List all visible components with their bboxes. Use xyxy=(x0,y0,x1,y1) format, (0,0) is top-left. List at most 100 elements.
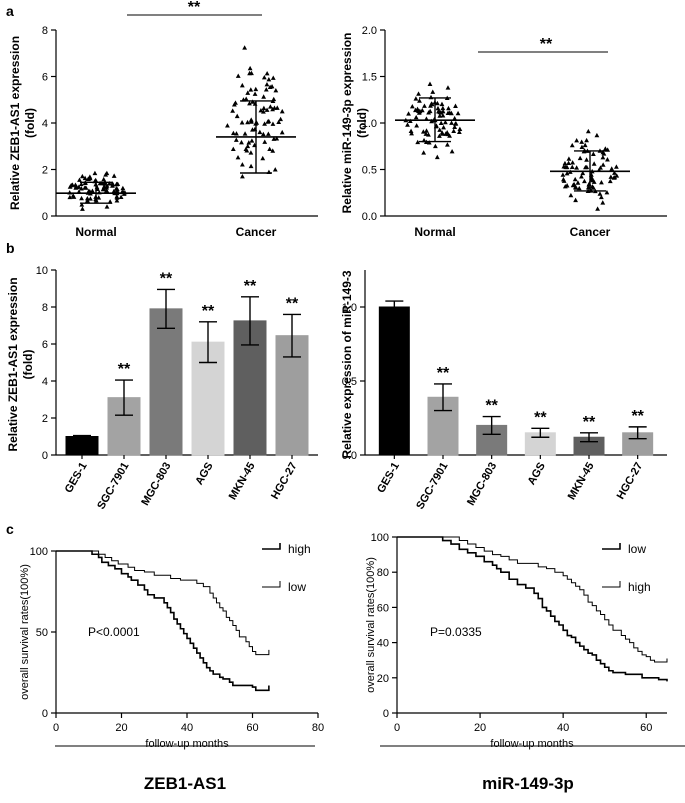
a-left-point xyxy=(240,173,245,179)
a-right-point xyxy=(414,123,420,128)
a-right-point xyxy=(413,96,419,101)
a-left-point xyxy=(270,121,276,126)
a-left-point xyxy=(234,113,240,119)
b-left-y-tick-label: 2 xyxy=(42,413,48,425)
a-left-y-tick-label: 6 xyxy=(42,72,48,84)
c-left-legend-marker-high xyxy=(262,543,281,550)
a-right-point xyxy=(566,156,572,161)
b-right-significance-label: ** xyxy=(485,398,498,415)
a-left-point xyxy=(239,162,245,167)
b-right-y-tick-label: 1.0 xyxy=(342,302,357,314)
a-right-point xyxy=(572,176,578,182)
survival-panel-mir149: 0 20 40 60 80 100 0 20 40 60 follow-up months overa… xyxy=(365,532,668,750)
a-right-point xyxy=(415,139,421,145)
a-right-point xyxy=(445,131,451,137)
c-left-y-tick-label: 100 xyxy=(30,546,48,558)
c-left-x-axis-title: follow-up months xyxy=(145,738,229,750)
a-right-point xyxy=(564,171,570,176)
b-right-y-tick-label: 0.5 xyxy=(342,376,357,388)
c-right-legend-label-high: high xyxy=(628,580,651,594)
b-left-bar xyxy=(65,436,99,456)
a-left-point xyxy=(269,84,275,89)
a-right-point xyxy=(435,105,441,111)
a-left-point xyxy=(87,175,93,181)
a-right-point xyxy=(583,164,588,170)
a-left-point xyxy=(248,117,254,122)
a-left-point xyxy=(261,75,267,80)
a-left-point xyxy=(118,194,124,200)
a-left-point xyxy=(265,131,271,136)
a-left-point xyxy=(270,148,276,153)
a-left-point xyxy=(114,188,120,193)
a-left-point xyxy=(239,120,245,125)
a-right-point xyxy=(605,157,610,162)
a-right-point xyxy=(575,180,581,185)
a-left-point xyxy=(273,87,279,93)
a-left-point xyxy=(235,154,241,160)
b-right-y-axis-title-line: Relative expression of miR-149-3 xyxy=(340,270,354,458)
a-right-point xyxy=(574,165,580,170)
b-left-y-tick-label: 4 xyxy=(42,376,48,388)
c-right-y-tick-label: 0 xyxy=(383,708,389,720)
a-left-point xyxy=(78,181,84,187)
c-right-x-tick-label: 0 xyxy=(394,722,400,734)
a-left-point xyxy=(97,180,103,186)
a-left-point xyxy=(246,140,252,145)
a-right-point xyxy=(564,164,570,170)
a-right-point xyxy=(405,122,410,127)
a-right-point xyxy=(594,132,600,138)
a-right-point xyxy=(572,184,578,190)
c-left-x-tick-label: 0 xyxy=(53,722,59,734)
a-left-point xyxy=(261,105,267,111)
a-left-significance-label: ** xyxy=(188,0,201,16)
a-left-y-tick-label: 8 xyxy=(42,25,48,37)
a-right-point xyxy=(427,81,433,86)
a-left-point xyxy=(262,139,268,144)
a-right-point xyxy=(449,148,455,154)
a-right-point xyxy=(599,180,604,185)
a-left-point xyxy=(268,104,273,109)
a-right-point xyxy=(440,105,446,111)
a-right-point xyxy=(605,147,611,152)
a-right-point xyxy=(451,128,457,133)
a-right-point xyxy=(613,164,619,169)
a-right-point xyxy=(413,114,419,120)
a-right-point xyxy=(426,140,432,145)
a-right-point xyxy=(584,157,589,162)
a-left-point xyxy=(242,131,248,136)
a-left-y-axis-title-line: Relative ZEB1-AS1 expression xyxy=(8,36,22,210)
b-left-category-label: HGC-27 xyxy=(269,461,300,502)
b-left-y-tick-label: 6 xyxy=(42,339,48,351)
c-left-x-tick-label: 60 xyxy=(246,722,258,734)
a-left-point xyxy=(79,173,85,179)
a-right-point xyxy=(611,175,617,180)
a-right-point xyxy=(585,128,591,134)
a-left-point xyxy=(82,175,88,181)
b-left-y-tick-label: 10 xyxy=(36,265,48,277)
a-right-y-axis-title: Relative miR-149-3p expression(fold) xyxy=(340,33,369,214)
a-left-point xyxy=(262,121,267,126)
a-left-point xyxy=(270,98,276,104)
a-right-point xyxy=(600,154,606,160)
b-right-significance-label: ** xyxy=(534,409,547,426)
a-right-point xyxy=(560,172,566,177)
a-left-point xyxy=(244,148,250,153)
a-left-point xyxy=(245,90,251,95)
a-right-point xyxy=(437,133,442,138)
a-left-category-label: Normal xyxy=(75,225,116,239)
b-left-y-axis-title: Relative ZEB1-AS1 expression(fold) xyxy=(6,277,35,451)
a-right-y-axis-title-line: (fold) xyxy=(355,108,369,138)
a-left-point xyxy=(239,82,245,88)
a-right-point xyxy=(580,170,586,176)
a-right-point xyxy=(438,120,444,125)
a-left-point xyxy=(261,94,267,99)
a-left-point xyxy=(230,146,236,152)
a-right-point xyxy=(579,174,584,179)
a-right-point xyxy=(602,146,608,151)
c-left-y-tick-label: 0 xyxy=(42,708,48,720)
a-right-point xyxy=(577,155,583,161)
a-right-point xyxy=(612,170,617,175)
a-right-point xyxy=(595,206,601,211)
a-right-point xyxy=(574,137,580,143)
